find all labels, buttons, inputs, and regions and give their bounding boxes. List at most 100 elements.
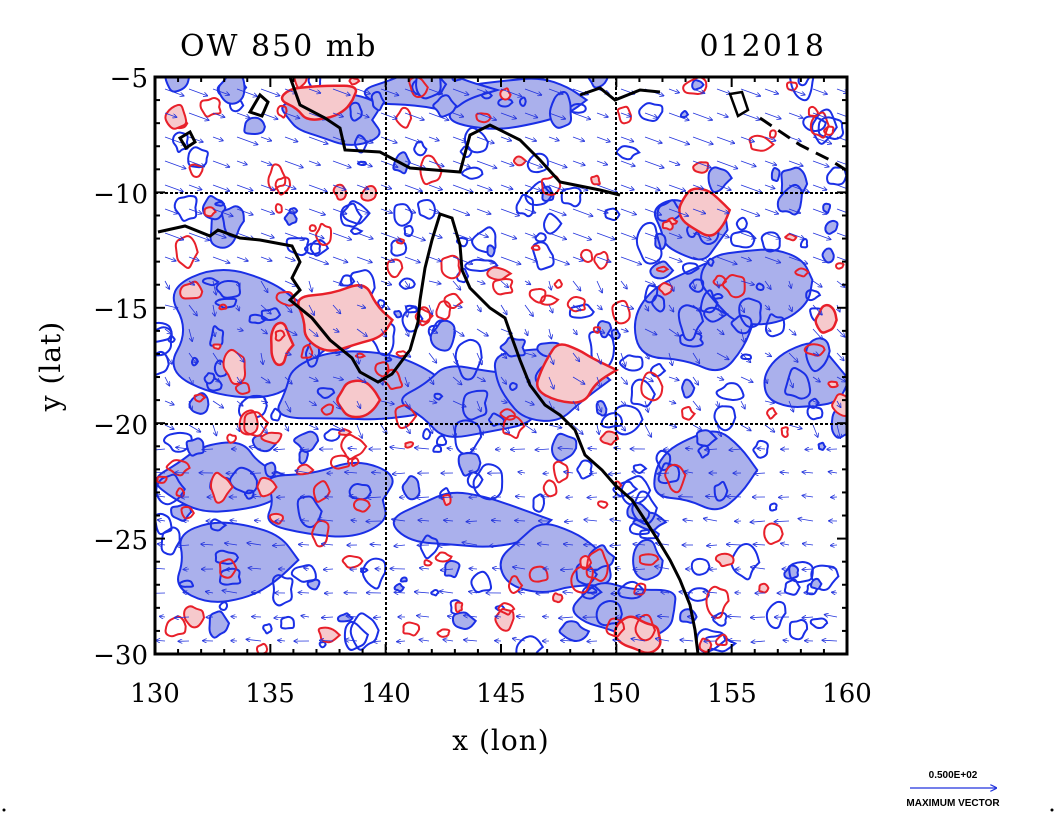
- wind-vector-arrow: [260, 88, 280, 96]
- positive-vorticity-contour: [419, 154, 443, 186]
- wind-vector-arrow: [308, 304, 314, 315]
- wind-vector-arrow: [548, 376, 554, 389]
- wind-vector-arrow: [644, 376, 653, 381]
- wind-vector-arrow: [563, 592, 574, 593]
- positive-vorticity-contour: [260, 431, 283, 445]
- negative-vorticity-contour: [417, 198, 437, 220]
- negative-vorticity-contour: [361, 557, 387, 590]
- negative-vorticity-contour: [805, 289, 822, 302]
- negative-vorticity-contour: [283, 211, 298, 226]
- wind-vector-arrow: [404, 208, 415, 213]
- negative-vorticity-contour: [341, 200, 371, 225]
- positive-vorticity-contour: [454, 601, 464, 614]
- wind-vector-arrow: [158, 544, 166, 545]
- wind-vector-arrow: [404, 400, 410, 408]
- negative-vorticity-contour: [765, 600, 787, 630]
- wind-vector-arrow: [285, 424, 288, 431]
- negative-vorticity-contour: [208, 610, 231, 639]
- positive-vorticity-contour: [499, 87, 512, 101]
- wind-vector-arrow: [524, 256, 537, 261]
- negative-vorticity-contour: [713, 480, 729, 502]
- wind-vector-arrow: [351, 520, 358, 521]
- wind-vector-arrow: [476, 424, 483, 435]
- wind-vector-arrow: [764, 256, 780, 263]
- wind-vector-arrow: [805, 449, 814, 450]
- positive-vorticity-contour: [276, 104, 288, 119]
- wind-vector-arrow: [572, 352, 579, 361]
- wind-vector-arrow: [452, 184, 473, 192]
- wind-vector-arrow: [164, 160, 186, 169]
- wind-vector-arrow: [548, 232, 566, 239]
- wind-vector-arrow: [740, 328, 744, 342]
- negative-vorticity-contour: [218, 567, 242, 586]
- wind-vector-arrow: [212, 280, 216, 295]
- negative-vorticity-contour: [817, 441, 827, 451]
- x-tick-label: 140: [361, 679, 411, 709]
- negative-vorticity-contour: [651, 294, 666, 313]
- negative-vorticity-contour: [730, 542, 761, 581]
- wind-vector-arrow: [236, 160, 247, 165]
- wind-vector-arrow: [812, 304, 822, 315]
- negative-vorticity-contour: [764, 313, 786, 338]
- wind-vector-arrow: [500, 136, 511, 141]
- wind-vector-arrow: [404, 280, 409, 288]
- wind-vector-arrow: [500, 424, 509, 433]
- negative-vorticity-contour: [755, 282, 765, 292]
- wind-vector-arrow: [716, 424, 721, 436]
- negative-vorticity-contour: [209, 518, 228, 532]
- wind-vector-arrow: [417, 497, 430, 498]
- max-vector-label: MAXIMUM VECTOR: [906, 798, 1000, 809]
- wind-vector-arrow: [476, 184, 492, 190]
- wind-vector-arrow: [707, 545, 718, 546]
- wind-vector-arrow: [332, 208, 347, 214]
- wind-vector-arrow: [322, 617, 334, 618]
- vorticity-contour-field: [155, 77, 847, 654]
- positive-vorticity-contour: [664, 463, 687, 494]
- x-tick-label: 130: [130, 679, 180, 709]
- wind-vector-arrow: [513, 639, 526, 642]
- positive-vorticity-contour: [218, 303, 228, 311]
- wind-vector-arrow: [356, 424, 362, 438]
- negative-vorticity-contour: [615, 145, 641, 161]
- wind-vector-arrow: [380, 256, 394, 262]
- wind-vector-arrow: [686, 448, 694, 449]
- wind-vector-arrow: [559, 617, 574, 618]
- negative-vorticity-contour: [214, 201, 226, 207]
- wind-vector-arrow: [516, 544, 526, 545]
- wind-vector-arrow: [783, 640, 790, 641]
- wind-vector-arrow: [155, 568, 166, 569]
- wind-vector-arrow: [469, 471, 478, 473]
- wind-vector-arrow: [822, 640, 838, 641]
- wind-vector-arrow: [157, 496, 166, 497]
- wind-vector-arrow: [584, 520, 598, 521]
- wind-vector-arrow: [832, 592, 838, 593]
- negative-vorticity-contour: [403, 224, 414, 238]
- positive-vorticity-contour: [714, 552, 735, 568]
- wind-vector-arrow: [561, 569, 574, 570]
- negative-vorticity-contour: [824, 219, 839, 235]
- wind-vector-arrow: [836, 376, 846, 382]
- negative-vorticity-contour: [451, 611, 478, 630]
- wind-vector-arrow: [213, 328, 215, 336]
- wind-vector-arrow: [548, 136, 559, 141]
- negative-vorticity-contour: [532, 493, 546, 513]
- negative-vorticity-contour: [677, 304, 705, 342]
- positive-vorticity-contour: [256, 476, 278, 498]
- wind-vector-arrow: [692, 376, 698, 385]
- negative-vorticity-contour: [620, 475, 652, 506]
- wind-vector-arrow: [332, 280, 343, 284]
- negative-vorticity-contour: [550, 432, 578, 462]
- positive-vorticity-contour: [528, 288, 547, 304]
- wind-vector-arrow: [524, 352, 536, 356]
- positive-vorticity-contour: [785, 81, 799, 92]
- negative-vorticity-contour: [432, 444, 443, 453]
- negative-vorticity-contour: [370, 90, 386, 112]
- wind-vector-arrow: [284, 256, 295, 261]
- x-axis-label: x (lon): [452, 724, 549, 757]
- wind-vector-arrow: [802, 617, 814, 618]
- wind-vector-arrow: [212, 424, 216, 436]
- wind-vector-arrow: [404, 256, 420, 262]
- wind-vector-arrow: [230, 520, 238, 521]
- wind-vector-arrow: [572, 232, 591, 240]
